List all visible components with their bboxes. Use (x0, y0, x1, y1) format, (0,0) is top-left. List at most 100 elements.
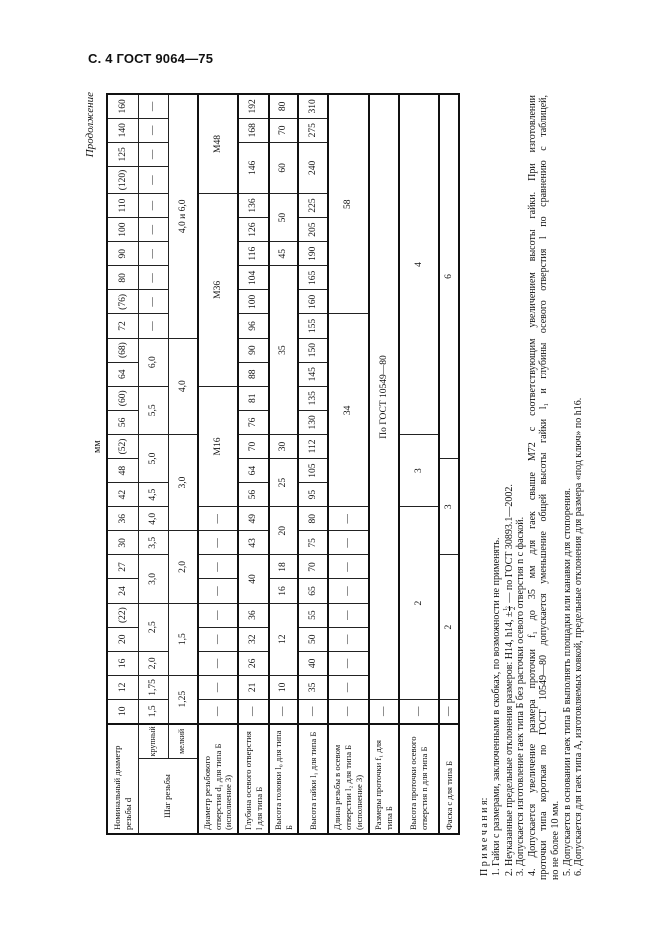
row-f1: Размеры проточки f₁ для типа Б — По ГОСТ 1… (369, 94, 399, 834)
diameter-cell: 48 (107, 458, 138, 483)
value-cell: 36 (238, 603, 269, 628)
value-cell: 4,0 (138, 506, 168, 531)
value-cell: 30 (269, 434, 298, 459)
value-cell: — (138, 142, 168, 167)
value-cell: 81 (238, 386, 269, 411)
value-cell: — (198, 554, 238, 579)
row-n: Высота проточки осевого отверстия n для … (399, 94, 439, 834)
value-cell: 3,0 (168, 434, 198, 531)
value-cell: — (269, 699, 298, 724)
value-cell: — (138, 166, 168, 194)
value-cell: 130 (298, 410, 328, 435)
row-diameter: Номинальный диаметр резьбы d 10 12 16 20 (22)… (107, 94, 138, 834)
value-cell: 16 (269, 578, 298, 604)
diameter-cell: 125 (107, 142, 138, 167)
value-cell: 192 (238, 94, 269, 119)
diameter-cell: 90 (107, 241, 138, 266)
value-cell: 136 (238, 193, 269, 218)
value-cell: 104 (238, 265, 269, 290)
value-cell: 160 (298, 289, 328, 314)
value-cell: 105 (298, 458, 328, 483)
diameter-cell: (68) (107, 338, 138, 363)
value-cell: — (138, 118, 168, 143)
note-1: 1. Гайки с размерами, заключенными в ско… (490, 537, 502, 876)
value-cell: — (198, 603, 238, 628)
value-cell: 1,25 (168, 675, 198, 724)
value-cell: 70 (269, 118, 298, 143)
value-cell: — (138, 217, 168, 242)
value-cell: 49 (238, 506, 269, 531)
value-cell: 275 (298, 118, 328, 143)
value-cell: — (328, 651, 369, 676)
row-d1: Диаметр резьбового отверстия d₁ для типа… (198, 94, 238, 834)
value-cell: — (198, 651, 238, 676)
value-cell: 80 (269, 94, 298, 119)
label-diameter: Номинальный диаметр резьбы d (107, 723, 138, 834)
row-l1: Высота гайки l₁ для типа Б —35 40 50 55 65 70 7… (298, 94, 328, 834)
value-cell: 80 (298, 506, 328, 531)
note-4-line-2: проточки типа короткая по ГОСТ 10549—80 … (538, 95, 550, 880)
value-cell: — (238, 699, 269, 724)
value-cell: 3 (439, 458, 459, 555)
value-cell: 26 (238, 651, 269, 676)
diameter-cell: 12 (107, 675, 138, 700)
diameter-cell: (22) (107, 603, 138, 628)
value-cell: 1,5 (138, 699, 168, 724)
row-l2: Длина резьбы в осевом отверстии l₂ для т… (328, 94, 369, 834)
value-cell: М48 (198, 94, 238, 194)
diameter-cell: 110 (107, 193, 138, 218)
value-cell: 4,0 и 6,0 (168, 94, 198, 339)
value-cell: 146 (238, 142, 269, 194)
diameter-cell: 27 (107, 554, 138, 579)
value-cell: — (138, 289, 168, 314)
label-l1: Высота гайки l₁ для типа Б (298, 723, 328, 834)
label-f1: Размеры проточки f₁ для типа Б (369, 723, 399, 834)
value-cell: 40 (298, 651, 328, 676)
value-cell: — (328, 675, 369, 700)
value-cell: 10 (269, 675, 298, 700)
value-cell: 3,5 (138, 530, 168, 555)
value-cell: 76 (238, 410, 269, 435)
diameter-cell: 16 (107, 651, 138, 676)
value-cell: 3 (399, 434, 439, 507)
diameter-cell: 30 (107, 530, 138, 555)
value-cell: 1,75 (138, 675, 168, 700)
note-4-line-3: но не более 10 мм. (549, 800, 561, 880)
value-cell: 95 (298, 482, 328, 507)
page-header: С. 4 ГОСТ 9064—75 (88, 51, 214, 66)
value-cell: 18 (269, 554, 298, 579)
value-cell: — (328, 699, 369, 724)
row-c: Фаска c для типа Б —2 3 6 (439, 94, 459, 834)
value-cell: 2,5 (138, 603, 168, 652)
row-l: Глубина осевого отверстия l для типа Б —2… (238, 94, 269, 834)
value-cell: 6,0 (138, 338, 168, 387)
value-cell: — (198, 627, 238, 652)
diameter-cell: (120) (107, 166, 138, 194)
value-cell: 100 (238, 289, 269, 314)
label-pitch: Шаг резьбы (138, 758, 198, 834)
value-cell: М36 (198, 193, 238, 387)
unit-label: мм (92, 440, 103, 453)
diameter-cell: 20 (107, 627, 138, 652)
value-cell: 205 (298, 217, 328, 242)
note-2-tail: — по ГОСТ 30893.1—2002. (503, 484, 515, 606)
value-cell: — (138, 193, 168, 218)
note-2: 2. Неуказанные предельные отклонения раз… (501, 95, 517, 876)
note-6: 6. Допускается для гаек типа А, изготовл… (573, 397, 585, 876)
value-cell: — (198, 506, 238, 531)
value-cell: — (138, 241, 168, 266)
value-cell: 240 (298, 142, 328, 194)
value-cell: 96 (238, 313, 269, 339)
value-cell: — (399, 699, 439, 724)
value-cell: 168 (238, 118, 269, 143)
label-l2: Длина резьбы в осевом отверстии l₂ для т… (328, 723, 369, 834)
value-cell: — (328, 603, 369, 628)
value-cell: 4 (399, 94, 439, 435)
value-cell: — (328, 578, 369, 604)
value-cell: 150 (298, 338, 328, 363)
value-cell: 3,0 (138, 554, 168, 604)
note-2-text: 2. Неуказанные предельные отклонения раз… (503, 611, 515, 876)
value-cell: — (328, 554, 369, 579)
value-cell: 2,0 (168, 530, 198, 604)
value-cell: — (369, 699, 399, 724)
